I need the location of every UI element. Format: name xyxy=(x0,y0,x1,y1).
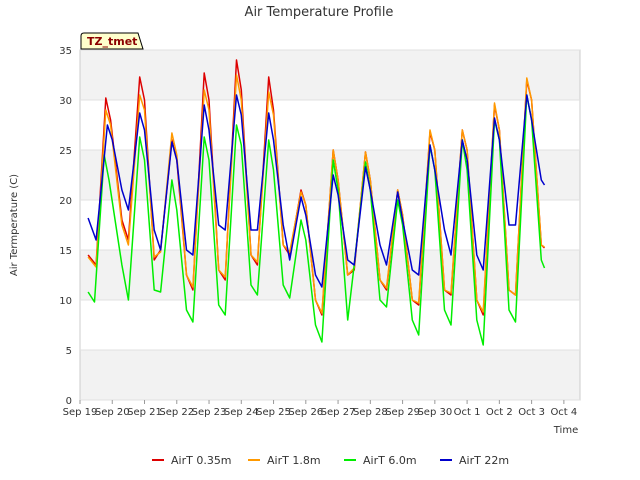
station-badge: TZ_tmet xyxy=(80,32,144,50)
x-tick-label: Sep 27 xyxy=(321,407,356,418)
y-tick-label: 5 xyxy=(66,346,72,357)
x-tick-label: Sep 23 xyxy=(192,407,227,418)
grid-band xyxy=(80,350,580,400)
chart-title: Air Temperature Profile xyxy=(245,5,394,20)
legend-label: AirT 22m xyxy=(459,454,509,467)
y-tick-label: 20 xyxy=(59,196,72,207)
x-tick-label: Sep 26 xyxy=(288,407,323,418)
y-tick-label: 0 xyxy=(66,396,72,407)
x-tick-label: Sep 20 xyxy=(95,407,130,418)
x-axis-label: Time xyxy=(553,425,578,436)
plot-background-bands xyxy=(80,50,580,400)
x-tick-label: Oct 2 xyxy=(486,407,513,418)
x-tick-label: Sep 30 xyxy=(417,407,452,418)
x-tick-label: Sep 22 xyxy=(159,407,194,418)
legend-label: AirT 1.8m xyxy=(267,454,321,467)
x-tick-label: Oct 1 xyxy=(454,407,481,418)
station-badge-box xyxy=(80,32,144,50)
x-tick-label: Sep 24 xyxy=(224,407,259,418)
y-axis-ticks: 0 5 10 15 20 25 30 35 xyxy=(59,46,72,407)
y-tick-label: 10 xyxy=(59,296,72,307)
y-axis-label: Air Termperature (C) xyxy=(9,174,20,276)
x-tick-label: Oct 3 xyxy=(518,407,545,418)
x-tick-label: Sep 21 xyxy=(127,407,162,418)
series-layer xyxy=(87,59,546,346)
y-tick-label: 15 xyxy=(59,246,72,257)
x-tick-label: Sep 28 xyxy=(353,407,388,418)
y-tick-label: 35 xyxy=(59,46,72,57)
x-tick-label: Sep 25 xyxy=(256,407,291,418)
legend: AirT 0.35m AirT 1.8m AirT 6.0m AirT 22m xyxy=(152,454,509,467)
series-line-3 xyxy=(87,94,546,346)
grid-band xyxy=(80,50,580,100)
y-tick-label: 30 xyxy=(59,96,72,107)
y-tick-label: 25 xyxy=(59,146,72,157)
series-line-4 xyxy=(87,94,546,288)
legend-label: AirT 6.0m xyxy=(363,454,417,467)
station-badge-label: TZ_tmet xyxy=(87,35,137,48)
legend-label: AirT 0.35m xyxy=(171,454,232,467)
x-tick-label: Sep 19 xyxy=(63,407,98,418)
x-tick-label: Oct 4 xyxy=(550,407,577,418)
grid-lines xyxy=(80,49,580,401)
x-tick-label: Sep 29 xyxy=(385,407,420,418)
